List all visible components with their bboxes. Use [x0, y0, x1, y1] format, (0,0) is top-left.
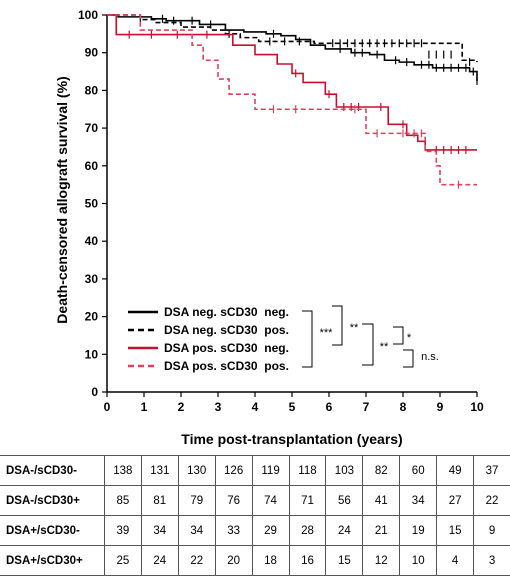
significance-label: n.s. [421, 351, 439, 363]
risk-count-cell: 41 [362, 485, 401, 516]
series-line-4 [107, 14, 477, 186]
x-tick-label: 1 [141, 400, 148, 414]
legend-label-2: DSA neg. sCD30 pos. [164, 323, 289, 337]
risk-row: DSA-/sCD30- 138 131 130 126 119 118 103 82 60 49 37 [0, 455, 510, 486]
risk-count-cell: 56 [325, 485, 364, 516]
x-tick-label: 0 [104, 400, 111, 414]
risk-count-cell: 28 [288, 515, 327, 546]
x-tick-label: 4 [252, 400, 259, 414]
y-axis-label: Death-censored allograft survival (%) [54, 76, 70, 323]
y-tick-label: 0 [91, 385, 98, 399]
risk-count-cell: 10 [399, 545, 438, 576]
legend-label-1: DSA neg. sCD30 neg. [164, 305, 289, 319]
bracket-3-vs-4 [393, 326, 404, 345]
risk-count-cell: 33 [214, 515, 253, 546]
risk-count-cell: 25 [103, 545, 142, 576]
number-at-risk-table: DSA-/sCD30- 138 131 130 126 119 118 103 82 60 49 37… [0, 455, 510, 576]
significance-label: *** [320, 327, 334, 339]
x-tick-label: 9 [437, 400, 444, 414]
risk-count-cell: 39 [103, 515, 142, 546]
risk-count-cell: 3 [473, 545, 510, 576]
risk-count-cell: 118 [288, 455, 327, 486]
bracket-1-vs-4 [302, 310, 313, 368]
risk-count-cell: 15 [436, 515, 475, 546]
y-tick-label: 80 [85, 83, 99, 97]
y-tick-label: 20 [85, 310, 99, 324]
risk-count-cell: 16 [288, 545, 327, 576]
risk-count-cell: 138 [103, 455, 142, 486]
risk-count-cell: 130 [177, 455, 216, 486]
y-tick-label: 60 [85, 159, 99, 173]
bracket-ns [403, 349, 414, 368]
risk-count-cell: 74 [251, 485, 290, 516]
legend-label-4: DSA pos. sCD30 pos. [164, 359, 289, 373]
x-tick-label: 3 [215, 400, 222, 414]
risk-count-cell: 18 [251, 545, 290, 576]
risk-count-cell: 60 [399, 455, 438, 486]
x-tick-label: 7 [363, 400, 370, 414]
risk-count-cell: 37 [473, 455, 510, 486]
risk-count-cell: 119 [251, 455, 290, 486]
risk-count-cell: 24 [140, 545, 179, 576]
significance-label: ** [350, 322, 359, 334]
y-tick-label: 10 [85, 347, 99, 361]
legend-label-3: DSA pos. sCD30 neg. [164, 341, 289, 355]
risk-row: DSA-/sCD30+ 85 81 79 76 74 71 56 41 34 27 22 [0, 485, 510, 516]
risk-count-cell: 34 [399, 485, 438, 516]
significance-brackets: *** *****n.s. [302, 305, 439, 368]
x-tick-label: 5 [289, 400, 296, 414]
bracket-2-vs-3 [362, 323, 374, 366]
series-line-1 [107, 14, 478, 81]
risk-count-cell: 76 [214, 485, 253, 516]
risk-count-cell: 21 [362, 515, 401, 546]
risk-row: DSA+/sCD30- 39 34 34 33 29 28 24 21 19 15 9 [0, 515, 510, 546]
risk-count-cell: 79 [177, 485, 216, 516]
risk-count-cell: 34 [140, 515, 179, 546]
risk-count-cell: 34 [177, 515, 216, 546]
risk-count-cell: 9 [473, 515, 510, 546]
risk-count-cell: 12 [362, 545, 401, 576]
risk-count-cell: 19 [399, 515, 438, 546]
y-tick-label: 100 [78, 8, 98, 22]
x-tick-label: 2 [178, 400, 185, 414]
risk-count-cell: 126 [214, 455, 253, 486]
y-tick-label: 50 [85, 197, 99, 211]
risk-count-cell: 85 [103, 485, 142, 516]
x-tick-label: 8 [400, 400, 407, 414]
survival-curves [107, 14, 478, 189]
risk-count-cell: 20 [214, 545, 253, 576]
risk-count-cell: 22 [473, 485, 510, 516]
risk-group-label: DSA+/sCD30- [0, 515, 105, 546]
risk-count-cell: 24 [325, 515, 364, 546]
risk-count-cell: 15 [325, 545, 364, 576]
bracket-1-vs-2 [332, 305, 343, 346]
x-tick-label: 10 [470, 400, 484, 414]
legend: DSA neg. sCD30 neg. DSA neg. sCD30 pos. DS… [128, 305, 289, 373]
y-tick-label: 90 [85, 46, 99, 60]
risk-count-cell: 29 [251, 515, 290, 546]
risk-row: DSA+/sCD30+ 25 24 22 20 18 16 15 12 10 4 3 [0, 545, 510, 576]
risk-count-cell: 103 [325, 455, 364, 486]
risk-group-label: DSA-/sCD30+ [0, 485, 105, 516]
risk-count-cell: 71 [288, 485, 327, 516]
risk-count-cell: 22 [177, 545, 216, 576]
risk-count-cell: 131 [140, 455, 179, 486]
risk-group-label: DSA-/sCD30- [0, 455, 105, 486]
x-tick-label: 6 [326, 400, 333, 414]
y-tick-label: 40 [85, 234, 99, 248]
risk-count-cell: 49 [436, 455, 475, 486]
risk-count-cell: 27 [436, 485, 475, 516]
significance-label: ** [380, 341, 389, 353]
significance-label: * [407, 332, 412, 344]
risk-group-label: DSA+/sCD30+ [0, 545, 105, 576]
risk-count-cell: 82 [362, 455, 401, 486]
x-axis-label: Time post-transplantation (years) [181, 431, 402, 447]
y-tick-label: 30 [85, 272, 99, 286]
risk-count-cell: 81 [140, 485, 179, 516]
series-line-3 [107, 14, 477, 151]
risk-count-cell: 4 [436, 545, 475, 576]
y-tick-label: 70 [85, 121, 99, 135]
